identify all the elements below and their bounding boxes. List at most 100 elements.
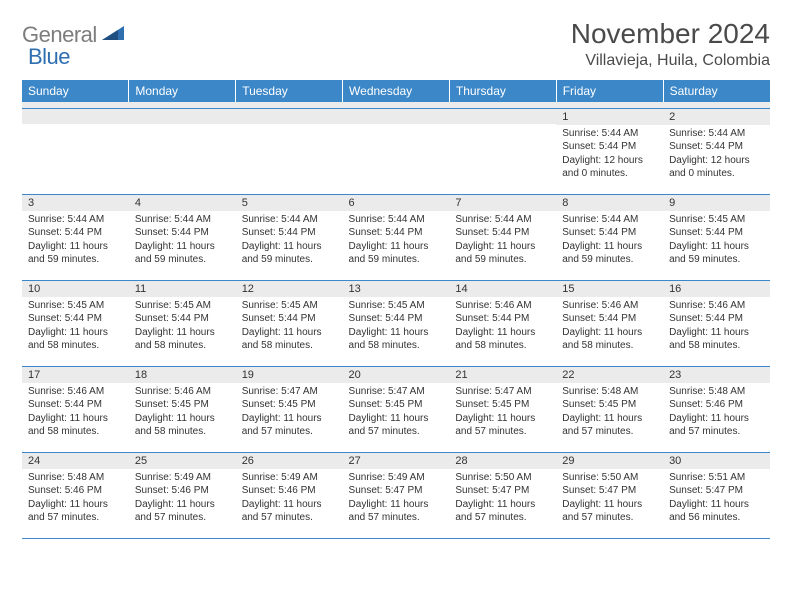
day-cell: 23Sunrise: 5:48 AMSunset: 5:46 PMDayligh… [663,366,770,452]
day-details: Sunrise: 5:50 AMSunset: 5:47 PMDaylight:… [556,469,663,529]
day-number: 6 [343,195,450,211]
day-detail-line: Daylight: 11 hours and 59 minutes. [135,240,230,267]
day-details: Sunrise: 5:46 AMSunset: 5:44 PMDaylight:… [22,383,129,443]
day-detail-line: Sunset: 5:45 PM [135,398,230,412]
day-details: Sunrise: 5:47 AMSunset: 5:45 PMDaylight:… [343,383,450,443]
day-details: Sunrise: 5:44 AMSunset: 5:44 PMDaylight:… [556,125,663,185]
day-detail-line: Daylight: 11 hours and 58 minutes. [562,326,657,353]
page-header: General November 2024 Villavieja, Huila,… [22,18,770,70]
day-detail-line: Sunrise: 5:44 AM [455,213,550,227]
day-detail-line: Sunrise: 5:45 AM [349,299,444,313]
day-details: Sunrise: 5:44 AMSunset: 5:44 PMDaylight:… [129,211,236,271]
weekday-header: Tuesday [236,80,343,102]
day-number: 29 [556,453,663,469]
day-cell: 7Sunrise: 5:44 AMSunset: 5:44 PMDaylight… [449,194,556,280]
day-number: 16 [663,281,770,297]
day-cell: 15Sunrise: 5:46 AMSunset: 5:44 PMDayligh… [556,280,663,366]
day-number: 17 [22,367,129,383]
empty-day-cell [236,108,343,194]
day-detail-line: Sunrise: 5:46 AM [135,385,230,399]
day-detail-line: Daylight: 11 hours and 58 minutes. [455,326,550,353]
day-detail-line: Daylight: 11 hours and 57 minutes. [562,498,657,525]
day-detail-line: Sunset: 5:45 PM [349,398,444,412]
day-number: 24 [22,453,129,469]
day-details: Sunrise: 5:46 AMSunset: 5:44 PMDaylight:… [663,297,770,357]
day-detail-line: Daylight: 11 hours and 58 minutes. [135,326,230,353]
day-number: 18 [129,367,236,383]
day-detail-line: Sunset: 5:44 PM [562,140,657,154]
day-detail-line: Sunset: 5:44 PM [28,312,123,326]
day-details: Sunrise: 5:49 AMSunset: 5:46 PMDaylight:… [129,469,236,529]
day-details [22,124,129,130]
day-details: Sunrise: 5:46 AMSunset: 5:45 PMDaylight:… [129,383,236,443]
day-details: Sunrise: 5:47 AMSunset: 5:45 PMDaylight:… [449,383,556,443]
day-detail-line: Sunset: 5:46 PM [28,484,123,498]
day-detail-line: Sunrise: 5:44 AM [669,127,764,141]
day-cell: 19Sunrise: 5:47 AMSunset: 5:45 PMDayligh… [236,366,343,452]
day-number [343,109,450,124]
day-number: 25 [129,453,236,469]
day-details: Sunrise: 5:49 AMSunset: 5:47 PMDaylight:… [343,469,450,529]
day-detail-line: Sunrise: 5:47 AM [242,385,337,399]
day-detail-line: Daylight: 11 hours and 58 minutes. [28,326,123,353]
day-detail-line: Sunrise: 5:44 AM [242,213,337,227]
calendar-table: SundayMondayTuesdayWednesdayThursdayFrid… [22,80,770,539]
day-detail-line: Sunset: 5:47 PM [562,484,657,498]
day-detail-line: Daylight: 11 hours and 59 minutes. [562,240,657,267]
day-detail-line: Sunset: 5:45 PM [562,398,657,412]
day-detail-line: Sunset: 5:45 PM [455,398,550,412]
day-detail-line: Sunrise: 5:49 AM [242,471,337,485]
day-number: 12 [236,281,343,297]
day-detail-line: Sunset: 5:47 PM [349,484,444,498]
day-cell: 12Sunrise: 5:45 AMSunset: 5:44 PMDayligh… [236,280,343,366]
day-detail-line: Sunset: 5:44 PM [562,312,657,326]
location-subtitle: Villavieja, Huila, Colombia [571,52,770,70]
day-detail-line: Daylight: 11 hours and 57 minutes. [28,498,123,525]
day-detail-line: Sunrise: 5:46 AM [455,299,550,313]
day-cell: 1Sunrise: 5:44 AMSunset: 5:44 PMDaylight… [556,108,663,194]
day-detail-line: Sunrise: 5:47 AM [349,385,444,399]
day-detail-line: Daylight: 11 hours and 56 minutes. [669,498,764,525]
day-detail-line: Daylight: 11 hours and 57 minutes. [562,412,657,439]
empty-day-cell [22,108,129,194]
calendar-body: 1Sunrise: 5:44 AMSunset: 5:44 PMDaylight… [22,102,770,538]
day-cell: 28Sunrise: 5:50 AMSunset: 5:47 PMDayligh… [449,452,556,538]
day-details [236,124,343,130]
day-details: Sunrise: 5:45 AMSunset: 5:44 PMDaylight:… [343,297,450,357]
day-cell: 10Sunrise: 5:45 AMSunset: 5:44 PMDayligh… [22,280,129,366]
day-detail-line: Daylight: 11 hours and 59 minutes. [669,240,764,267]
empty-day-cell [343,108,450,194]
weekday-header: Saturday [663,80,770,102]
day-number: 7 [449,195,556,211]
day-cell: 8Sunrise: 5:44 AMSunset: 5:44 PMDaylight… [556,194,663,280]
day-cell: 17Sunrise: 5:46 AMSunset: 5:44 PMDayligh… [22,366,129,452]
day-cell: 9Sunrise: 5:45 AMSunset: 5:44 PMDaylight… [663,194,770,280]
day-details [343,124,450,130]
day-details: Sunrise: 5:44 AMSunset: 5:44 PMDaylight:… [343,211,450,271]
day-details: Sunrise: 5:50 AMSunset: 5:47 PMDaylight:… [449,469,556,529]
day-details: Sunrise: 5:46 AMSunset: 5:44 PMDaylight:… [556,297,663,357]
day-detail-line: Sunrise: 5:51 AM [669,471,764,485]
day-details: Sunrise: 5:44 AMSunset: 5:44 PMDaylight:… [663,125,770,185]
day-cell: 29Sunrise: 5:50 AMSunset: 5:47 PMDayligh… [556,452,663,538]
day-detail-line: Sunset: 5:44 PM [135,226,230,240]
day-number [236,109,343,124]
day-detail-line: Daylight: 12 hours and 0 minutes. [669,154,764,181]
weekday-header: Thursday [449,80,556,102]
day-detail-line: Sunset: 5:44 PM [669,140,764,154]
day-number: 1 [556,109,663,125]
day-number: 5 [236,195,343,211]
day-detail-line: Sunrise: 5:46 AM [669,299,764,313]
day-number: 4 [129,195,236,211]
day-cell: 18Sunrise: 5:46 AMSunset: 5:45 PMDayligh… [129,366,236,452]
day-details: Sunrise: 5:45 AMSunset: 5:44 PMDaylight:… [663,211,770,271]
day-cell: 6Sunrise: 5:44 AMSunset: 5:44 PMDaylight… [343,194,450,280]
day-details: Sunrise: 5:48 AMSunset: 5:46 PMDaylight:… [663,383,770,443]
weekday-header: Monday [129,80,236,102]
day-cell: 3Sunrise: 5:44 AMSunset: 5:44 PMDaylight… [22,194,129,280]
day-number: 11 [129,281,236,297]
day-detail-line: Sunrise: 5:45 AM [28,299,123,313]
day-detail-line: Daylight: 11 hours and 59 minutes. [28,240,123,267]
day-details: Sunrise: 5:45 AMSunset: 5:44 PMDaylight:… [236,297,343,357]
day-detail-line: Sunset: 5:44 PM [28,398,123,412]
